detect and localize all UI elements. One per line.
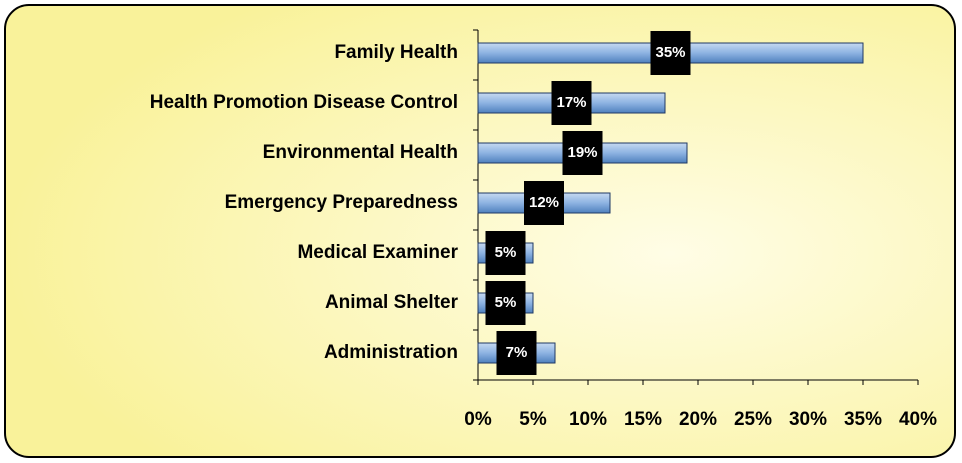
x-tick-label: 10% [569, 409, 607, 430]
x-tick-label: 35% [844, 409, 882, 430]
value-label: 19% [567, 144, 597, 161]
x-tick-label: 30% [789, 409, 827, 430]
y-tick-label: Family Health [334, 42, 458, 63]
value-label: 12% [529, 194, 559, 211]
y-tick-label: Medical Examiner [297, 242, 458, 263]
value-label-box [650, 31, 691, 75]
value-label-box [524, 181, 564, 225]
x-tick-label: 20% [679, 409, 717, 430]
value-label-box [551, 81, 592, 125]
y-tick-label: Health Promotion Disease Control [150, 92, 458, 113]
value-label: 17% [556, 94, 586, 111]
value-label-box [485, 231, 526, 275]
x-tick-label: 25% [734, 409, 772, 430]
y-tick-label: Animal Shelter [325, 292, 459, 313]
value-label-box [562, 131, 603, 175]
value-label-box [485, 281, 526, 325]
x-tick-label: 5% [519, 409, 547, 430]
chart-background [4, 4, 956, 458]
value-label: 5% [495, 294, 517, 311]
value-label: 35% [655, 44, 685, 61]
y-tick-label: Administration [324, 342, 458, 363]
value-label-box [496, 331, 537, 375]
value-label: 7% [506, 344, 528, 361]
value-label: 5% [495, 244, 517, 261]
y-tick-label: Emergency Preparedness [225, 192, 458, 213]
x-tick-label: 0% [464, 409, 492, 430]
x-tick-label: 15% [624, 409, 662, 430]
y-tick-label: Environmental Health [263, 142, 458, 163]
x-tick-label: 40% [899, 409, 937, 430]
